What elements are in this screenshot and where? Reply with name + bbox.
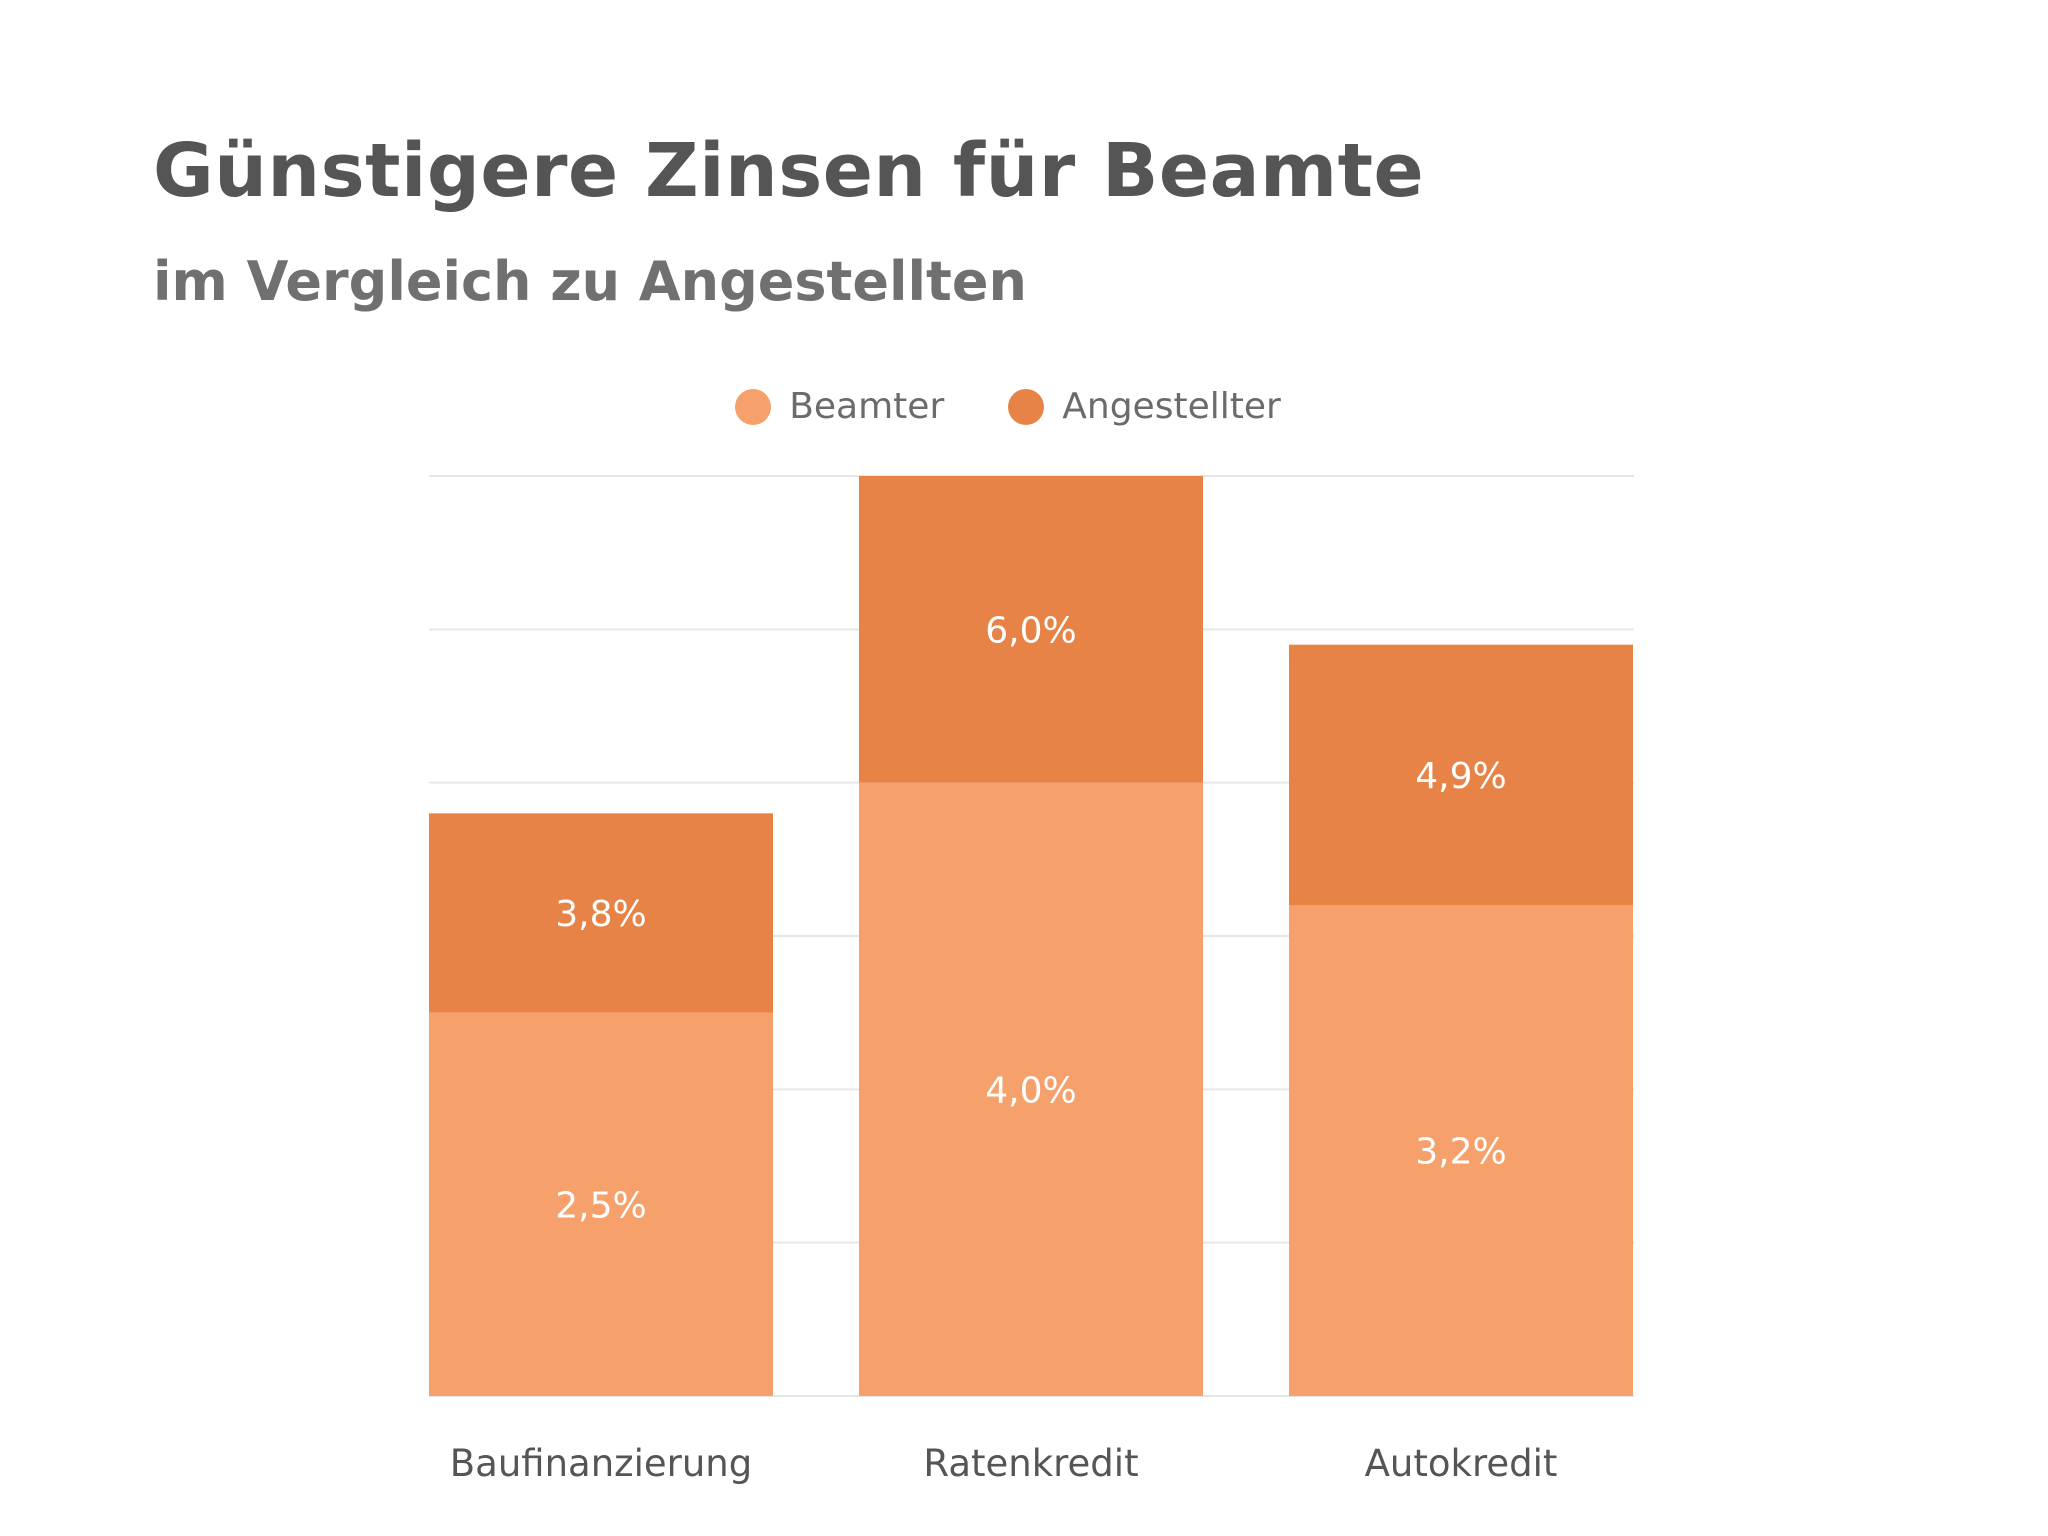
legend-label-angestellter: Angestellter [1062,386,1281,427]
category-label-autokredit: Autokredit [1365,1442,1558,1485]
data-label-beamter-baufinanzierung: 2,5% [555,1185,646,1226]
bar-beamter-autokredit [1289,905,1633,1396]
chart-subtitle: im Vergleich zu Angestellten [153,250,1027,313]
legend-swatch-beamter [735,388,772,425]
data-label-beamter-ratenkredit: 4,0% [985,1070,1076,1111]
chart-title: Günstigere Zinsen für Beamte [153,128,1425,214]
legend-item-beamter: Beamter [735,386,944,427]
data-label-angestellter-autokredit: 4,9% [1415,756,1506,797]
data-label-angestellter-ratenkredit: 6,0% [985,610,1076,651]
category-label-ratenkredit: Ratenkredit [923,1442,1138,1485]
bar-angestellter-baufinanzierung [429,813,773,1013]
bar-beamter-baufinanzierung [429,1012,773,1396]
bar-angestellter-ratenkredit [859,476,1203,783]
data-label-beamter-autokredit: 3,2% [1415,1132,1506,1173]
bar-beamter-ratenkredit [859,782,1203,1396]
legend-swatch-angestellter [1008,388,1045,425]
bar-angestellter-autokredit [1289,644,1633,906]
category-label-baufinanzierung: Baufinanzierung [450,1442,752,1485]
data-labels: 2,5% 3,8% 4,0% 6,0% 3,2% 4,9% [555,610,1506,1226]
bars [429,476,1633,1396]
legend-item-angestellter: Angestellter [1008,386,1281,427]
legend-label-beamter: Beamter [789,386,945,427]
legend: Beamter Angestellter [0,386,2032,427]
category-labels: Baufinanzierung Ratenkredit Autokredit [450,1442,1558,1485]
data-label-angestellter-baufinanzierung: 3,8% [555,894,646,935]
